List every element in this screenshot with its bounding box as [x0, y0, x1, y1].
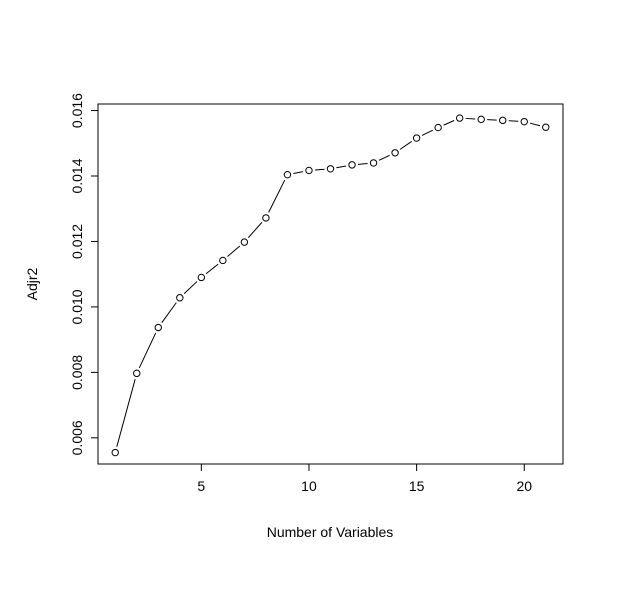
data-point: [306, 167, 312, 173]
data-point: [392, 150, 398, 156]
y-tick-label: 0.014: [69, 158, 85, 193]
y-tick-label: 0.008: [69, 355, 85, 390]
x-tick-label: 10: [301, 478, 317, 494]
data-point: [177, 295, 183, 301]
x-tick-label: 5: [197, 478, 205, 494]
data-point: [327, 166, 333, 172]
series-segment: [400, 141, 412, 149]
data-point: [241, 239, 247, 245]
data-point: [263, 215, 269, 221]
series-segment: [379, 155, 390, 160]
x-tick-label: 20: [516, 478, 532, 494]
y-tick-label: 0.012: [69, 224, 85, 259]
series-segment: [139, 333, 155, 368]
series-line: [117, 118, 540, 446]
data-point: [370, 160, 376, 166]
y-tick-label: 0.010: [69, 289, 85, 324]
y-axis-title: Adjr2: [24, 267, 40, 300]
series-segment: [444, 120, 455, 125]
series-segment: [336, 166, 346, 168]
data-point: [521, 118, 527, 124]
y-tick-label: 0.016: [69, 93, 85, 128]
series-segment: [466, 118, 476, 119]
x-axis: 5 10 15 20: [197, 464, 532, 494]
data-point: [198, 274, 204, 280]
series-segment: [530, 123, 540, 126]
data-point: [134, 370, 140, 376]
series-segment: [117, 379, 135, 447]
series-segment: [358, 163, 368, 164]
data-point: [456, 115, 462, 121]
data-point: [413, 135, 419, 141]
series-segment: [422, 130, 433, 135]
x-axis-title: Number of Variables: [267, 524, 394, 540]
series-segment: [206, 264, 218, 274]
series-segment: [315, 169, 325, 170]
data-point: [155, 324, 161, 330]
series-points: [112, 115, 549, 456]
x-tick-label: 15: [409, 478, 425, 494]
y-tick-label: 0.006: [69, 420, 85, 455]
data-point: [500, 117, 506, 123]
data-point: [349, 162, 355, 168]
data-point: [220, 257, 226, 263]
series-segment: [248, 222, 262, 237]
data-point: [435, 124, 441, 130]
series-segment: [162, 303, 176, 323]
series-segment: [509, 121, 519, 122]
data-point: [284, 171, 290, 177]
data-point: [112, 449, 118, 455]
series-segment: [184, 282, 197, 294]
series-segment: [269, 180, 285, 212]
plot-frame: [98, 104, 563, 464]
series-segment: [227, 246, 239, 257]
data-point: [478, 116, 484, 122]
y-axis: 0.006 0.008 0.010 0.012 0.014 0.016: [69, 93, 98, 456]
data-point: [543, 124, 549, 130]
series-segment: [293, 172, 303, 174]
